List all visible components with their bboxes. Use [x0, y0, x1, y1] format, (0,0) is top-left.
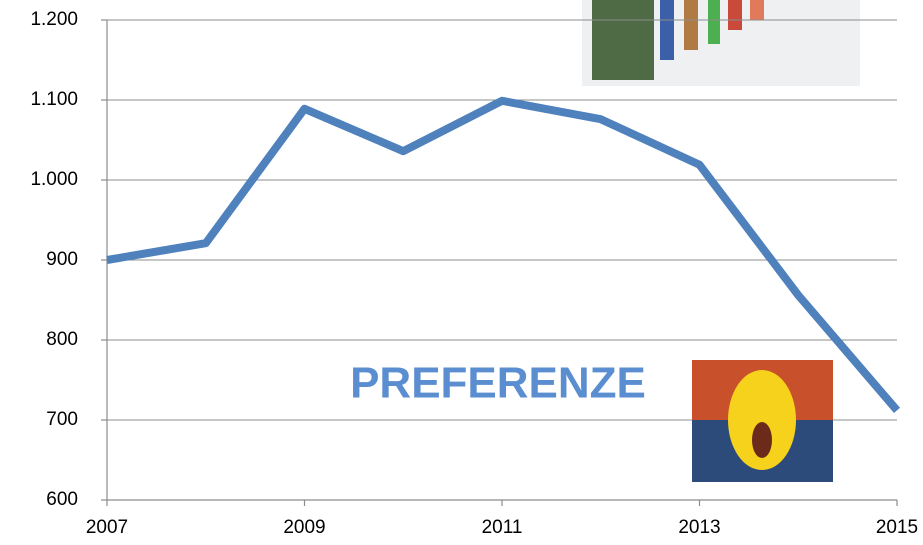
x-tick-label: 2013: [678, 517, 720, 538]
line: [106, 96, 901, 414]
y-tick-label: 1.000: [30, 169, 78, 190]
x-tick-label: 2007: [86, 517, 128, 538]
picture-top: [582, 0, 860, 86]
y-tick-label: 600: [46, 489, 78, 510]
y-tick-label: 800: [46, 329, 78, 350]
x-tick-label: 2011: [482, 517, 523, 538]
x-tick-label: 2015: [876, 517, 918, 538]
y-tick-label: 900: [46, 249, 78, 270]
picture-bottom: [692, 360, 833, 482]
y-tick-label: 700: [46, 409, 78, 430]
y-tick-label: 1.200: [30, 9, 78, 30]
y-tick-label: 1.100: [30, 89, 78, 110]
x-tick-label: 2009: [283, 517, 325, 538]
annotation: PREFERENZE: [350, 359, 646, 408]
